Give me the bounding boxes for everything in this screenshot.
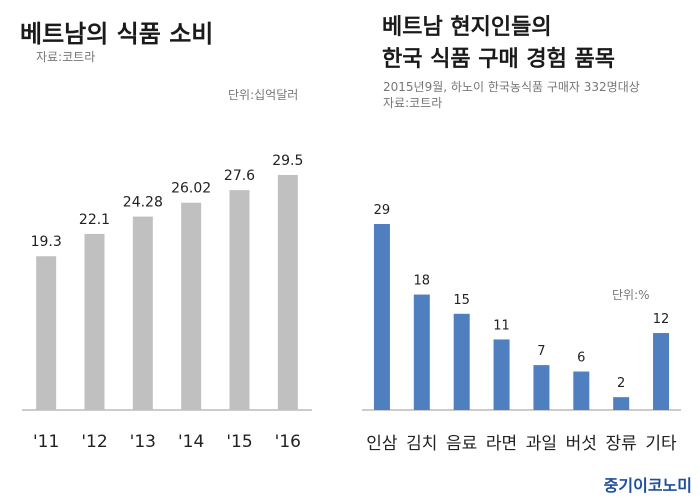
right-value-label-5: 6 bbox=[577, 351, 585, 366]
right-chart-source: 자료:코트라 bbox=[383, 96, 443, 110]
right-tick-label-7: 기타 bbox=[645, 434, 677, 454]
left-chart-unit: 단위:십억달러 bbox=[228, 88, 299, 102]
right-tick-label-0: 인삼 bbox=[366, 434, 398, 454]
left-bar-chart: 19.3 '11 22.1 '12 24.28 '13 26.02 '14 27.6 '15 29.… bbox=[22, 153, 312, 452]
right-bar-0 bbox=[373, 224, 390, 410]
right-bar-4 bbox=[533, 365, 550, 410]
right-tick-label-2: 음료 bbox=[446, 434, 477, 454]
right-value-label-1: 18 bbox=[414, 274, 431, 289]
left-value-label-3: 26.02 bbox=[171, 181, 211, 197]
left-value-label-0: 19.3 bbox=[31, 234, 62, 250]
right-value-label-7: 12 bbox=[653, 312, 670, 327]
left-bar-5 bbox=[277, 174, 298, 410]
left-bar-1 bbox=[84, 233, 105, 410]
right-bar-1 bbox=[413, 294, 430, 410]
right-tick-label-1: 김치 bbox=[406, 434, 437, 454]
left-tick-label-1: '12 bbox=[81, 432, 107, 452]
left-tick-label-2: '13 bbox=[130, 432, 156, 452]
right-value-label-6: 2 bbox=[617, 376, 625, 391]
left-chart-title: 베트남의 식품 소비 bbox=[20, 20, 214, 48]
right-bar-7 bbox=[653, 333, 670, 410]
right-tick-label-5: 버섯 bbox=[566, 434, 597, 454]
publisher-logo: 중기이코노미 bbox=[603, 476, 692, 495]
left-tick-label-3: '14 bbox=[178, 432, 204, 452]
left-value-label-2: 24.28 bbox=[123, 195, 163, 211]
left-bar-2 bbox=[132, 216, 153, 410]
right-bar-2 bbox=[453, 313, 470, 410]
left-value-label-5: 29.5 bbox=[272, 153, 303, 169]
right-value-label-4: 7 bbox=[537, 344, 545, 359]
right-chart-title-line-2: 한국 식품 구매 경험 품목 bbox=[382, 47, 616, 72]
right-chart-unit: 단위:% bbox=[612, 288, 650, 302]
left-value-label-4: 27.6 bbox=[224, 168, 255, 184]
right-bar-chart: 29 인삼 18 김치 15 음료 11 라면 7 과일 6 버섯 2 장류 12 기타 bbox=[362, 203, 681, 454]
right-bar-5 bbox=[573, 371, 590, 410]
left-tick-label-5: '16 bbox=[275, 432, 301, 452]
right-chart-title-line-1: 베트남 현지인들의 bbox=[382, 15, 552, 40]
left-chart-source: 자료:코트라 bbox=[36, 50, 96, 64]
right-chart-title: 베트남 현지인들의 한국 식품 구매 경험 품목 bbox=[382, 12, 615, 76]
right-bar-6 bbox=[613, 397, 630, 410]
right-tick-label-4: 과일 bbox=[526, 434, 557, 454]
right-chart-subtitle: 2015년9월, 하노이 한국농식품 구매자 332명대상 bbox=[383, 80, 640, 94]
right-value-label-3: 11 bbox=[493, 318, 510, 333]
right-bar-3 bbox=[493, 339, 510, 410]
left-bar-0 bbox=[36, 256, 57, 410]
left-value-label-1: 22.1 bbox=[79, 212, 110, 228]
left-tick-label-4: '15 bbox=[226, 432, 252, 452]
left-bar-4 bbox=[229, 190, 250, 410]
right-value-label-0: 29 bbox=[374, 203, 391, 218]
left-bar-3 bbox=[181, 202, 202, 410]
right-tick-label-6: 장류 bbox=[606, 434, 637, 454]
right-tick-label-3: 라면 bbox=[486, 434, 517, 454]
right-value-label-2: 15 bbox=[453, 293, 470, 308]
left-tick-label-0: '11 bbox=[33, 432, 59, 452]
